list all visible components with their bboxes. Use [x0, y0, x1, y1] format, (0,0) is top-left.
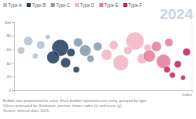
y-tick-label: 0 — [9, 88, 12, 93]
footnote-line: Source: internal data, 2024. — [3, 109, 50, 113]
y-tick-label: 80 — [7, 33, 12, 38]
bubble — [37, 41, 45, 49]
bubble — [73, 66, 79, 72]
bubble — [74, 38, 83, 47]
bubble — [61, 58, 71, 68]
legend-label: Type E — [104, 3, 118, 8]
chart: 2024 Type A Type B Type C Type D Type E Type F… — [0, 0, 196, 119]
bubble — [183, 48, 191, 56]
legend-swatch — [75, 3, 79, 7]
footnote-line: Values estimated for illustration; posit… — [3, 104, 122, 108]
bubble — [174, 61, 181, 68]
y-tick: 80 — [7, 33, 14, 38]
footnote: Bubble size proportional to value. Each … — [3, 99, 147, 113]
bubble — [93, 42, 102, 51]
legend-label: Type F — [128, 3, 142, 8]
bubble — [80, 45, 91, 56]
y-axis: 0 20 40 60 80 100 — [4, 20, 14, 93]
bubble — [181, 75, 186, 80]
x-axis-line — [15, 91, 193, 93]
x-axis — [15, 91, 193, 93]
legend-swatch — [99, 3, 103, 7]
bubble — [151, 42, 161, 52]
y-tick-label: 100 — [4, 20, 11, 25]
legend-swatch — [123, 3, 127, 7]
bubble — [18, 47, 25, 54]
bubble — [109, 41, 118, 50]
bubble — [156, 54, 170, 68]
y-axis-line — [12, 23, 15, 91]
legend-swatch — [51, 3, 55, 7]
y-tick-mark — [12, 90, 14, 91]
bubble — [124, 47, 132, 55]
bubble — [24, 37, 33, 46]
legend-label: Type D — [80, 3, 95, 8]
legend-swatch — [27, 3, 31, 7]
bubble — [87, 55, 94, 62]
bubble — [165, 38, 173, 46]
y-tick-label: 60 — [7, 47, 12, 52]
y-tick: 40 — [7, 61, 14, 66]
bubble — [170, 72, 176, 78]
legend-label: Type A — [8, 3, 22, 8]
y-tick-mark — [12, 49, 14, 50]
title: 2024 — [160, 5, 194, 22]
plot-area — [18, 32, 191, 80]
y-tick: 100 — [4, 20, 14, 25]
y-tick-mark — [12, 22, 14, 23]
bubble — [45, 34, 50, 39]
series — [74, 38, 102, 62]
legend-swatch — [3, 3, 7, 7]
x-axis-title: Index — [182, 92, 192, 97]
y-tick: 60 — [7, 47, 14, 52]
series — [18, 34, 51, 58]
bubble — [113, 55, 129, 71]
legend-label: Type C — [56, 3, 71, 8]
y-tick: 20 — [7, 74, 14, 79]
series — [101, 32, 151, 71]
series — [164, 48, 191, 80]
y-tick: 0 — [9, 88, 14, 93]
y-tick-mark — [12, 36, 14, 37]
series — [143, 38, 173, 68]
bubble — [47, 51, 60, 64]
bubble — [143, 50, 155, 62]
legend: Type A Type B Type C Type D Type E Type F — [3, 3, 142, 8]
y-tick-mark — [12, 76, 14, 77]
plot-frame — [192, 22, 193, 90]
bubble — [164, 66, 170, 72]
bubble — [67, 49, 75, 57]
y-tick-mark — [12, 63, 14, 64]
y-tick-label: 20 — [7, 74, 12, 79]
footnote-line: Bubble size proportional to value. Each … — [3, 99, 147, 103]
legend-label: Type B — [32, 3, 46, 8]
y-tick-label: 40 — [7, 61, 12, 66]
bubble — [33, 53, 39, 59]
bubble — [101, 49, 112, 60]
